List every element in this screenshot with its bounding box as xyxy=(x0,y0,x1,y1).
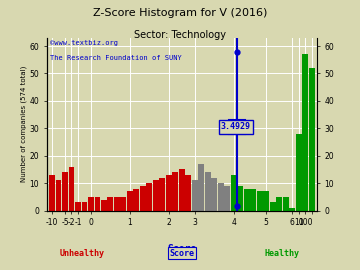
Bar xyxy=(257,191,262,211)
Bar xyxy=(302,54,308,211)
Bar xyxy=(140,186,146,211)
Bar xyxy=(68,167,75,211)
Bar xyxy=(179,170,185,211)
Text: Z-Score Histogram for V (2016): Z-Score Histogram for V (2016) xyxy=(93,8,267,18)
Text: Sector: Technology: Sector: Technology xyxy=(134,30,226,40)
Bar xyxy=(121,197,126,211)
Text: Score: Score xyxy=(169,249,194,258)
Bar xyxy=(101,200,107,211)
Bar xyxy=(198,164,204,211)
Bar xyxy=(276,197,282,211)
Y-axis label: Number of companies (574 total): Number of companies (574 total) xyxy=(20,66,27,183)
Bar xyxy=(62,172,68,211)
Bar xyxy=(283,197,289,211)
Text: Healthy: Healthy xyxy=(264,249,299,258)
Bar xyxy=(237,186,243,211)
Bar xyxy=(218,183,224,211)
Text: 3.4929: 3.4929 xyxy=(221,122,251,131)
Bar xyxy=(244,189,249,211)
Bar xyxy=(224,186,230,211)
Text: Unhealthy: Unhealthy xyxy=(59,249,104,258)
Bar xyxy=(81,202,87,211)
Bar xyxy=(55,180,62,211)
Bar xyxy=(231,175,237,211)
Text: The Research Foundation of SUNY: The Research Foundation of SUNY xyxy=(50,55,181,61)
Bar xyxy=(95,197,100,211)
Bar xyxy=(263,191,269,211)
X-axis label: Score: Score xyxy=(167,244,197,254)
Bar xyxy=(114,197,120,211)
Bar xyxy=(296,134,302,211)
Bar xyxy=(147,183,152,211)
Bar xyxy=(211,178,217,211)
Bar xyxy=(166,175,172,211)
Bar xyxy=(159,178,165,211)
Bar xyxy=(75,202,81,211)
Bar xyxy=(172,172,178,211)
Bar xyxy=(153,180,159,211)
Bar xyxy=(205,172,211,211)
Bar xyxy=(270,202,276,211)
Bar xyxy=(88,197,94,211)
Bar xyxy=(127,191,133,211)
Bar xyxy=(289,208,295,211)
Bar xyxy=(49,175,55,211)
Bar xyxy=(134,189,139,211)
Bar xyxy=(250,189,256,211)
Bar xyxy=(192,180,198,211)
Bar xyxy=(309,68,315,211)
Text: ©www.textbiz.org: ©www.textbiz.org xyxy=(50,39,117,46)
Bar xyxy=(185,175,191,211)
Bar xyxy=(108,197,113,211)
